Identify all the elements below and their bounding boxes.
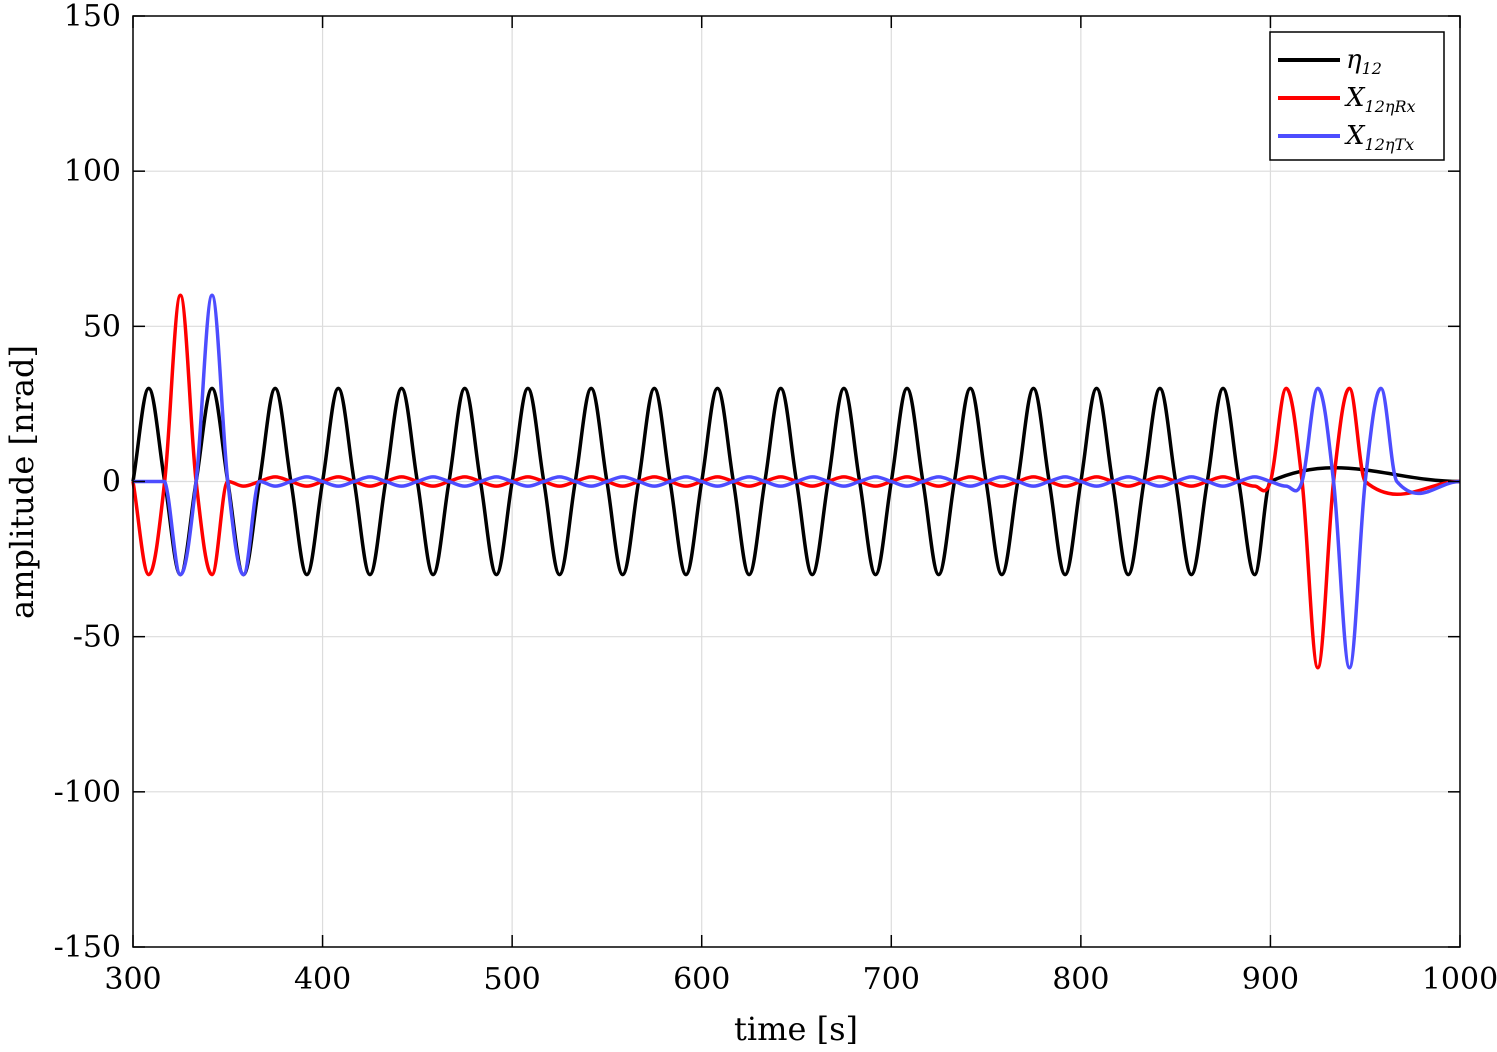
y-axis-label: amplitude [nrad] [3,345,41,619]
x-tick-label: 1000 [1422,962,1497,997]
y-tick-labels: -150 -100 -50 0 50 100 150 [54,0,121,965]
x-tick-label: 700 [863,962,920,997]
axis-ticks [132,15,1461,948]
y-tick-label: 100 [64,154,121,189]
series-lines [131,293,1461,670]
y-tick-label: -150 [54,930,121,965]
x-tick-label: 900 [1242,962,1299,997]
y-tick-label: -100 [54,775,121,810]
y-tick-label: 50 [83,309,121,344]
y-tick-label: 150 [64,0,121,34]
x-tick-label: 800 [1052,962,1109,997]
series-line-1 [131,386,1461,577]
x-tick-labels: 300 400 500 600 700 800 900 1000 [104,962,1497,997]
x-axis-label: time [s] [734,1010,858,1048]
x-tick-label: 600 [673,962,730,997]
y-tick-label: 0 [102,465,121,500]
y-tick-label: -50 [73,620,121,655]
series-line-3 [133,293,1461,670]
x-tick-label: 500 [484,962,541,997]
x-tick-label: 300 [104,962,161,997]
x-tick-label: 400 [294,962,351,997]
legend-label-1: η12 [1346,45,1382,78]
